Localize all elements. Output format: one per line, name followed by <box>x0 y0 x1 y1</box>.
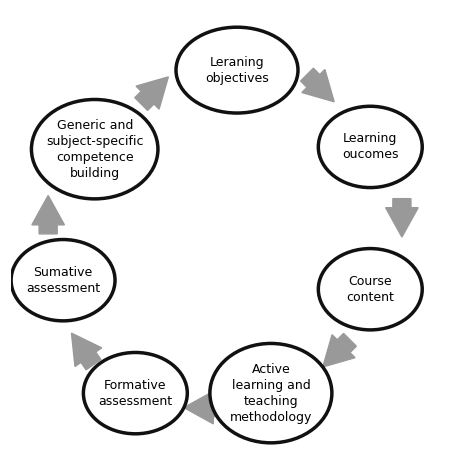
FancyArrow shape <box>323 333 356 367</box>
Text: Sumative
assessment: Sumative assessment <box>26 266 100 295</box>
Ellipse shape <box>31 100 158 199</box>
Text: Leraning
objectives: Leraning objectives <box>205 56 269 85</box>
FancyArrow shape <box>72 333 101 370</box>
Text: Formative
assessment: Formative assessment <box>98 378 173 408</box>
Ellipse shape <box>319 248 422 330</box>
FancyArrow shape <box>386 199 418 237</box>
Text: Active
learning and
teaching
methodology: Active learning and teaching methodology <box>230 363 312 424</box>
Ellipse shape <box>83 353 187 434</box>
Text: Generic and
subject-specific
competence
building: Generic and subject-specific competence … <box>46 118 144 180</box>
FancyArrow shape <box>32 195 64 234</box>
Ellipse shape <box>210 343 332 443</box>
FancyArrow shape <box>184 391 222 424</box>
Ellipse shape <box>11 240 115 321</box>
FancyArrow shape <box>135 77 168 111</box>
FancyArrow shape <box>301 68 334 102</box>
Ellipse shape <box>176 27 298 113</box>
Ellipse shape <box>319 106 422 188</box>
Text: Learning
oucomes: Learning oucomes <box>342 132 399 161</box>
Text: Course
content: Course content <box>346 275 394 304</box>
